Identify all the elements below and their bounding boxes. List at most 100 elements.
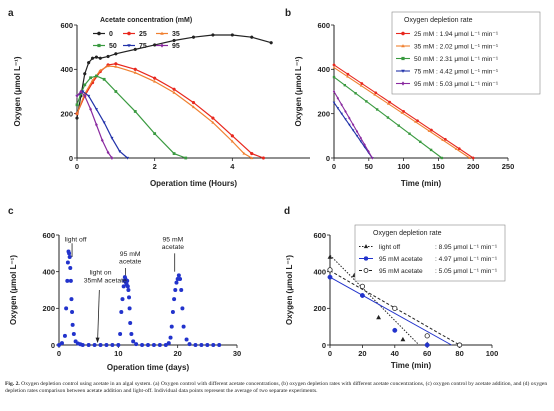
legend-swatch-marker	[127, 44, 131, 48]
data-point	[191, 105, 196, 109]
data-point	[87, 61, 91, 65]
data-point	[116, 343, 121, 347]
data-point	[332, 101, 336, 105]
y-tick-label: 200	[313, 304, 326, 313]
data-point	[184, 337, 189, 342]
data-point	[386, 116, 390, 119]
panel-label: c	[8, 206, 14, 217]
panel-label: b	[285, 8, 291, 19]
data-point	[169, 324, 174, 329]
data-point	[92, 343, 97, 347]
data-point	[375, 108, 379, 111]
legend-entry: 95 mM : 5.03 μmol L⁻¹ min⁻¹	[414, 81, 499, 88]
data-point	[327, 254, 333, 259]
data-point	[346, 72, 350, 76]
legend-swatch-marker	[401, 56, 405, 61]
data-point	[457, 147, 461, 151]
legend-entry: 35 mM : 2.02 μmol L⁻¹ min⁻¹	[414, 44, 499, 51]
data-point	[114, 64, 118, 68]
data-point	[360, 82, 364, 85]
data-point	[181, 324, 186, 329]
data-point	[102, 121, 106, 125]
x-tick-label: 20	[358, 349, 366, 358]
data-point	[118, 150, 122, 154]
data-point	[71, 332, 76, 336]
data-point	[65, 260, 70, 265]
data-point	[125, 156, 130, 160]
data-point	[340, 103, 343, 107]
legend: Oxygen depletion rate light off: 8.95 μmo…	[354, 224, 506, 282]
data-point	[230, 134, 234, 138]
y-axis-label: Oxygen (μmol L⁻¹)	[294, 56, 303, 126]
caption-label: Fig. 2.	[5, 381, 20, 387]
legend-box	[391, 11, 541, 95]
x-tick-label: 150	[432, 162, 445, 171]
data-point	[217, 343, 222, 347]
data-point	[146, 343, 150, 347]
data-point	[340, 112, 343, 116]
data-point	[168, 335, 173, 340]
x-tick-label: 2	[153, 162, 157, 171]
annotation-arrow	[97, 289, 100, 342]
data-point	[211, 116, 215, 120]
data-point	[355, 134, 359, 138]
data-point	[419, 140, 422, 144]
data-point	[261, 156, 266, 160]
data-point	[75, 94, 79, 98]
data-point	[172, 38, 176, 43]
data-point	[193, 343, 198, 347]
x-axis-label: Operation time (Hours)	[150, 179, 237, 188]
data-point	[94, 108, 98, 111]
y-tick-label: 0	[326, 154, 330, 163]
data-point	[336, 107, 340, 110]
data-point	[106, 150, 110, 155]
legend-entry: 0	[109, 31, 113, 38]
data-point	[180, 306, 185, 311]
panel-label: a	[8, 8, 14, 19]
y-tick-label: 0	[51, 341, 55, 350]
data-point	[140, 343, 145, 347]
y-axis-label: Oxygen (μmol L⁻¹)	[9, 255, 18, 325]
figure-caption: Fig. 2. Oxygen depletion control using a…	[5, 381, 549, 396]
data-point	[402, 110, 406, 113]
data-point	[151, 343, 156, 347]
data-point	[242, 151, 246, 155]
data-point	[327, 274, 333, 280]
data-point	[351, 123, 355, 127]
data-point	[83, 72, 87, 76]
data-point	[351, 129, 355, 132]
data-point	[87, 94, 91, 98]
data-point	[187, 342, 192, 347]
data-point	[127, 306, 132, 311]
legend-swatch-marker	[127, 31, 131, 36]
x-tick-label: 250	[502, 162, 515, 171]
fit-line	[329, 276, 452, 346]
legend-rate: : 8.95 μmol L⁻¹ min⁻¹	[435, 244, 498, 251]
data-point	[408, 132, 411, 135]
data-point	[90, 56, 95, 60]
legend-swatch-marker	[401, 31, 405, 36]
data-point	[125, 278, 130, 283]
data-point	[67, 255, 72, 259]
x-tick-label: 100	[397, 162, 410, 171]
data-point	[392, 327, 398, 333]
legend-swatch-marker	[363, 268, 369, 273]
x-tick-label: 60	[423, 349, 431, 358]
data-point	[75, 111, 79, 115]
annotation-text: acetate	[119, 258, 142, 265]
x-tick-label: 50	[365, 162, 373, 171]
data-point	[114, 52, 118, 56]
data-point	[106, 64, 110, 68]
data-point	[98, 343, 103, 347]
legend-entry: 95	[172, 43, 180, 50]
data-point	[365, 100, 368, 103]
legend-swatch-marker	[97, 31, 101, 36]
x-tick-label: 20	[173, 349, 181, 358]
y-tick-label: 600	[60, 21, 73, 30]
data-point	[348, 116, 351, 120]
legend: Oxygen depletion rate 25 mM : 1.94 μmol L…	[391, 11, 541, 95]
data-point	[269, 41, 273, 45]
data-point	[68, 278, 73, 283]
data-point	[178, 277, 183, 281]
